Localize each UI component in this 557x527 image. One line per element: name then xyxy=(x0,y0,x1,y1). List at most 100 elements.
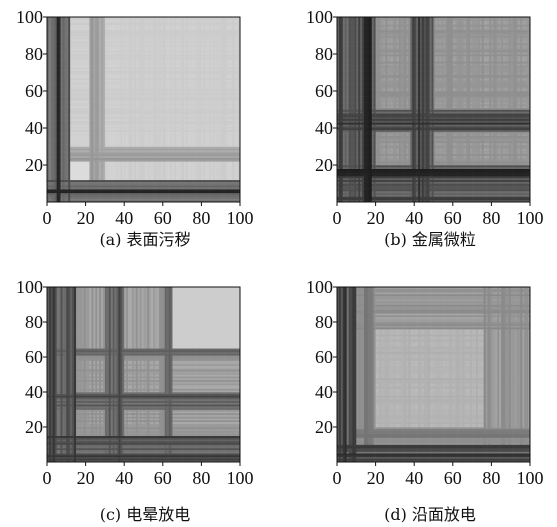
heatmap-cell xyxy=(207,169,209,171)
heatmap-cell xyxy=(126,148,128,150)
heatmap-cell xyxy=(76,158,78,160)
heatmap-cell xyxy=(169,171,171,173)
heatmap-cell xyxy=(84,169,86,171)
heatmap-cell xyxy=(140,198,142,200)
heatmap-cell xyxy=(107,161,109,163)
heatmap-cell xyxy=(128,147,130,149)
heatmap-cell xyxy=(136,158,138,160)
heatmap-cell xyxy=(80,150,82,152)
heatmap-cell xyxy=(140,182,142,184)
heatmap-cell xyxy=(72,148,74,150)
heatmap-cell xyxy=(171,163,173,165)
heatmap-cell xyxy=(53,172,55,174)
heatmap-cell xyxy=(62,167,64,169)
heatmap-cell xyxy=(97,187,99,189)
heatmap-cell xyxy=(113,141,115,143)
heatmap-cell xyxy=(62,147,64,149)
heatmap-cell xyxy=(113,196,115,198)
heatmap-cell xyxy=(122,196,124,198)
heatmap-cell xyxy=(59,145,61,147)
heatmap-cell xyxy=(174,159,176,161)
heatmap-cell xyxy=(151,167,153,169)
heatmap-cell xyxy=(174,195,176,197)
heatmap-cell xyxy=(223,163,225,165)
heatmap-cell xyxy=(159,147,161,149)
heatmap-cell xyxy=(182,165,184,167)
heatmap-cell xyxy=(155,148,157,150)
heatmap-cell xyxy=(159,150,161,152)
heatmap-cell xyxy=(213,187,215,189)
heatmap-cell xyxy=(134,193,136,195)
heatmap-cell xyxy=(88,198,90,200)
heatmap-cell xyxy=(194,169,196,171)
heatmap-cell xyxy=(89,141,91,143)
heatmap-cell xyxy=(57,161,59,163)
heatmap-cell xyxy=(89,167,91,169)
heatmap-cell xyxy=(78,193,80,195)
heatmap-cell xyxy=(196,147,198,149)
heatmap-cell xyxy=(101,143,103,145)
heatmap-cell xyxy=(236,145,238,147)
heatmap-cell xyxy=(147,171,149,173)
heatmap-cell xyxy=(61,145,63,147)
heatmap-cell xyxy=(198,165,200,167)
heatmap-cell xyxy=(116,152,118,154)
heatmap-cell xyxy=(171,158,173,160)
heatmap-cell xyxy=(180,156,182,158)
heatmap-cell xyxy=(232,180,234,182)
heatmap-cell xyxy=(91,154,93,156)
heatmap-cell xyxy=(91,167,93,169)
heatmap-cell xyxy=(113,143,115,145)
heatmap-cell xyxy=(93,182,95,184)
heatmap-cell xyxy=(172,163,174,165)
heatmap-cell xyxy=(196,176,198,178)
heatmap-cell xyxy=(207,198,209,200)
heatmap-cell xyxy=(120,161,122,163)
heatmap-cell xyxy=(72,156,74,158)
heatmap-cell xyxy=(105,156,107,158)
heatmap-cell xyxy=(118,172,120,174)
heatmap-cell xyxy=(51,158,53,160)
heatmap-cell xyxy=(74,189,76,191)
heatmap-cell xyxy=(124,161,126,163)
heatmap-cell xyxy=(134,141,136,143)
heatmap-cell xyxy=(51,187,53,189)
heatmap-cell xyxy=(138,189,140,191)
heatmap-cell xyxy=(64,171,66,173)
heatmap-cell xyxy=(64,172,66,174)
heatmap-cell xyxy=(194,176,196,178)
heatmap-cell xyxy=(51,196,53,198)
heatmap-cell xyxy=(147,147,149,149)
heatmap-cell xyxy=(142,172,144,174)
heatmap-cell xyxy=(217,150,219,152)
heatmap-cell xyxy=(136,163,138,165)
heatmap-cell xyxy=(184,163,186,165)
heatmap-cell xyxy=(72,163,74,165)
heatmap-cell xyxy=(95,187,97,189)
heatmap-cell xyxy=(215,195,217,197)
heatmap-cell xyxy=(190,176,192,178)
heatmap-cell xyxy=(226,147,228,149)
chart-panel-1: 0 20 40 60 80 10020406080100(a) 表面污秽 xyxy=(16,7,254,249)
heatmap-cell xyxy=(128,163,130,165)
heatmap-cell xyxy=(68,176,70,178)
heatmap-cell xyxy=(163,150,165,152)
heatmap-cell xyxy=(95,174,97,176)
heatmap-cell xyxy=(157,193,159,195)
heatmap-cell xyxy=(144,150,146,152)
heatmap-cell xyxy=(161,172,163,174)
heatmap-cell xyxy=(232,158,234,160)
heatmap-cell xyxy=(226,185,228,187)
heatmap-cell xyxy=(105,152,107,154)
heatmap-cell xyxy=(72,150,74,152)
heatmap-cell xyxy=(199,156,201,158)
heatmap-cell xyxy=(80,159,82,161)
heatmap-cell xyxy=(169,182,171,184)
heatmap-cell xyxy=(196,143,198,145)
heatmap-cell xyxy=(219,178,221,180)
heatmap-cell xyxy=(55,187,57,189)
heatmap-cell xyxy=(184,172,186,174)
heatmap-cell xyxy=(59,193,61,195)
heatmap-cell xyxy=(107,147,109,149)
heatmap-cell xyxy=(153,196,155,198)
